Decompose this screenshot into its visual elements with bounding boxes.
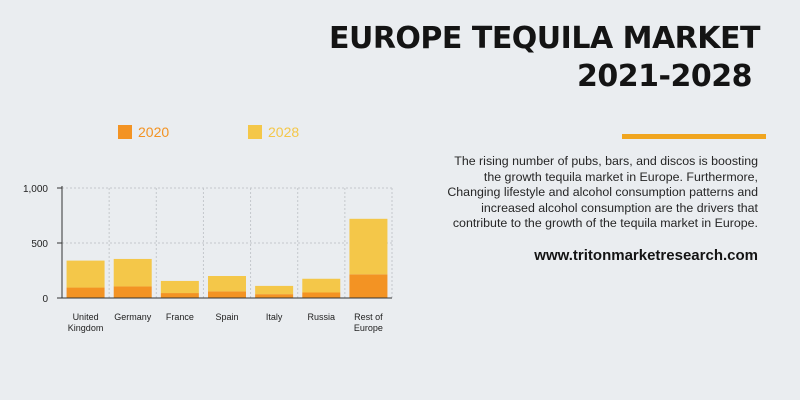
bar-2028 <box>255 285 294 295</box>
legend-swatch-2020 <box>118 125 132 139</box>
bar-2028 <box>66 260 105 288</box>
bar-2028 <box>160 280 199 294</box>
x-tick-label: Europe <box>354 323 383 333</box>
bar-2020 <box>349 274 388 298</box>
bar-2020 <box>302 292 341 298</box>
legend-label-2028: 2028 <box>268 124 300 140</box>
legend-swatch-2028 <box>248 125 262 139</box>
x-tick-label: Kingdom <box>68 323 104 333</box>
bar-2028 <box>302 278 341 293</box>
bar-2020 <box>160 293 199 298</box>
bar-2028 <box>208 276 246 292</box>
accent-bar <box>622 134 766 139</box>
y-tick-label: 500 <box>31 239 48 250</box>
legend-item-2028: 2028 <box>248 124 299 140</box>
x-tick-label: Spain <box>215 312 238 322</box>
x-tick-label: France <box>166 312 194 322</box>
bar-2020 <box>208 291 246 298</box>
legend-label-2020: 2020 <box>138 124 170 140</box>
x-tick-label: United <box>73 312 99 322</box>
x-tick-label: Germany <box>114 312 152 322</box>
bar-2028 <box>349 218 388 275</box>
bar-2028 <box>113 258 152 287</box>
title-line-1: EUROPE TEQUILA MARKET <box>328 21 761 56</box>
page-title: EUROPE TEQUILA MARKET 2021-2028 <box>328 20 761 96</box>
y-tick-label: 1,000 <box>23 184 48 195</box>
bar-2020 <box>255 294 294 298</box>
y-tick-label: 0 <box>42 294 48 305</box>
title-line-2: 2021-2028 <box>577 59 752 94</box>
x-tick-label: Rest of <box>354 312 383 322</box>
description-text: The rising number of pubs, bars, and dis… <box>447 154 758 231</box>
legend-item-2020: 2020 <box>118 124 169 140</box>
website-link[interactable]: www.tritonmarketresearch.com <box>534 247 758 264</box>
x-tick-label: Russia <box>308 312 336 322</box>
x-tick-label: Italy <box>266 312 283 322</box>
bar-2020 <box>66 287 105 298</box>
bar-2020 <box>113 286 152 298</box>
